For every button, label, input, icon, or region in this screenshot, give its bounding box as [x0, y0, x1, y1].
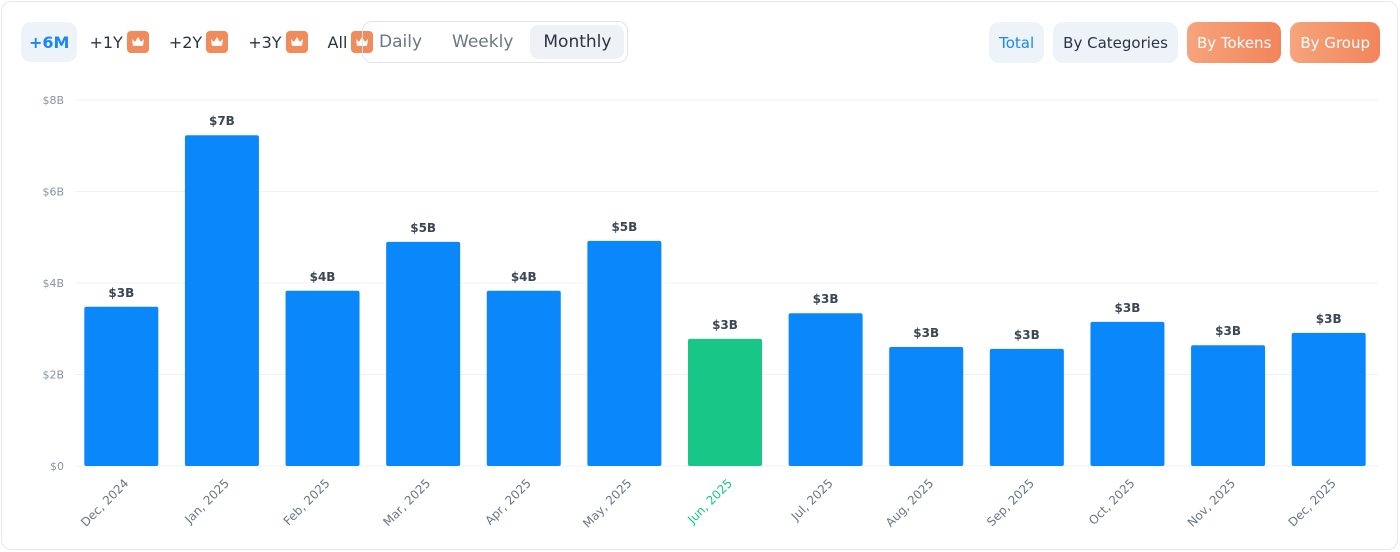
x-tick-label: Sep, 2025	[984, 476, 1037, 529]
crown-icon	[206, 31, 229, 53]
data-label: $3B	[1115, 301, 1141, 315]
crown-icon	[126, 31, 149, 53]
y-tick-label: $4B	[42, 277, 64, 290]
by-group-button[interactable]: By Group	[1290, 22, 1380, 63]
range-label: +3Y	[248, 32, 282, 52]
range-label: +1Y	[89, 32, 123, 52]
range-label: +2Y	[168, 32, 203, 52]
x-tick-label: Dec, 2025	[1286, 476, 1339, 529]
bar	[1090, 321, 1165, 466]
data-label: $5B	[611, 220, 637, 234]
x-tick-label: Aug, 2025	[883, 476, 936, 529]
view-selector: Total By Categories By Tokens By Group	[989, 22, 1380, 63]
bar	[184, 135, 259, 467]
x-tick-label: Nov, 2025	[1185, 476, 1238, 529]
data-label: $3B	[108, 286, 134, 300]
bar	[486, 290, 561, 466]
x-tick-label: Oct, 2025	[1086, 476, 1138, 528]
by-tokens-button[interactable]: By Tokens	[1186, 22, 1282, 63]
bar	[285, 290, 360, 466]
x-tick-label: Apr, 2025	[482, 476, 534, 528]
crown-icon	[285, 31, 308, 53]
range-label: All	[327, 32, 348, 52]
range-3y[interactable]: +3Y	[240, 22, 315, 62]
data-label: $4B	[511, 270, 537, 284]
bar	[587, 240, 662, 466]
granularity-monthly[interactable]: Monthly	[530, 25, 625, 59]
data-label: $7B	[209, 114, 235, 128]
data-label: $4B	[310, 270, 336, 284]
x-tick-label: Jun, 2025	[684, 476, 735, 527]
y-tick-label: $8B	[42, 94, 64, 107]
y-tick-label: $0	[50, 460, 64, 473]
data-label: $3B	[1215, 324, 1241, 338]
x-tick-label: Jan, 2025	[181, 476, 232, 527]
range-selector: +6M +1Y +2Y +3Y All	[21, 22, 381, 62]
total-button[interactable]: Total	[989, 22, 1045, 63]
x-tick-label: Dec, 2024	[78, 476, 131, 529]
granularity-daily[interactable]: Daily	[379, 32, 423, 52]
y-tick-label: $2B	[42, 369, 64, 382]
x-tick-label: May, 2025	[580, 476, 634, 530]
x-tick-label: Jul, 2025	[788, 476, 836, 524]
granularity-toggle: Daily Weekly Monthly	[362, 21, 629, 63]
bar	[889, 347, 964, 466]
bar	[688, 338, 762, 466]
by-categories-button[interactable]: By Categories	[1053, 22, 1178, 63]
data-label: $3B	[813, 292, 839, 306]
data-label: $5B	[410, 221, 436, 235]
data-label: $3B	[1316, 312, 1342, 326]
bar	[84, 306, 159, 466]
range-1y[interactable]: +1Y	[81, 22, 156, 62]
range-label: +6M	[29, 32, 70, 52]
data-label: $3B	[1014, 328, 1040, 342]
x-tick-label: Feb, 2025	[281, 476, 333, 528]
bar	[989, 348, 1064, 466]
bar	[1191, 345, 1266, 466]
x-tick-label: Mar, 2025	[380, 476, 433, 529]
granularity-weekly[interactable]: Weekly	[452, 32, 514, 52]
bar	[386, 241, 461, 466]
bar	[788, 313, 863, 466]
range-6m[interactable]: +6M	[21, 22, 78, 62]
data-label: $3B	[712, 318, 738, 332]
y-tick-label: $6B	[42, 186, 64, 199]
bar	[1291, 332, 1366, 466]
data-label: $3B	[913, 326, 939, 340]
range-2y[interactable]: +2Y	[161, 22, 236, 62]
